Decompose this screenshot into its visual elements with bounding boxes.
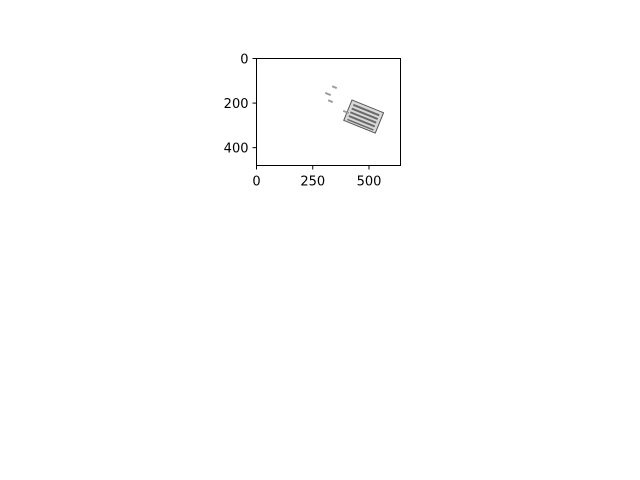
x-tick-label: 0	[252, 175, 260, 190]
x-tick-label: 500	[357, 175, 382, 190]
x-axis-ticks: 0 250 500	[252, 165, 382, 190]
thumbnail-row	[347, 118, 374, 131]
image-thumbnail	[343, 99, 385, 134]
annotation-mark	[342, 109, 350, 115]
thumbnail-row	[348, 115, 376, 128]
y-axis-ticks: 0 200 400	[224, 53, 257, 157]
y-tick-label: 0	[240, 53, 248, 68]
x-tick-label: 250	[300, 175, 325, 190]
annotation-mark	[327, 99, 334, 104]
y-tick-label: 400	[224, 142, 249, 157]
annotation-mark	[331, 85, 338, 90]
thumbnail-row	[349, 111, 377, 124]
thumbnail-annotations	[324, 85, 350, 115]
y-tick-label: 200	[224, 97, 249, 112]
thumbnail-row	[351, 107, 379, 120]
thumbnail-row	[352, 103, 380, 117]
annotation-mark	[324, 91, 332, 97]
